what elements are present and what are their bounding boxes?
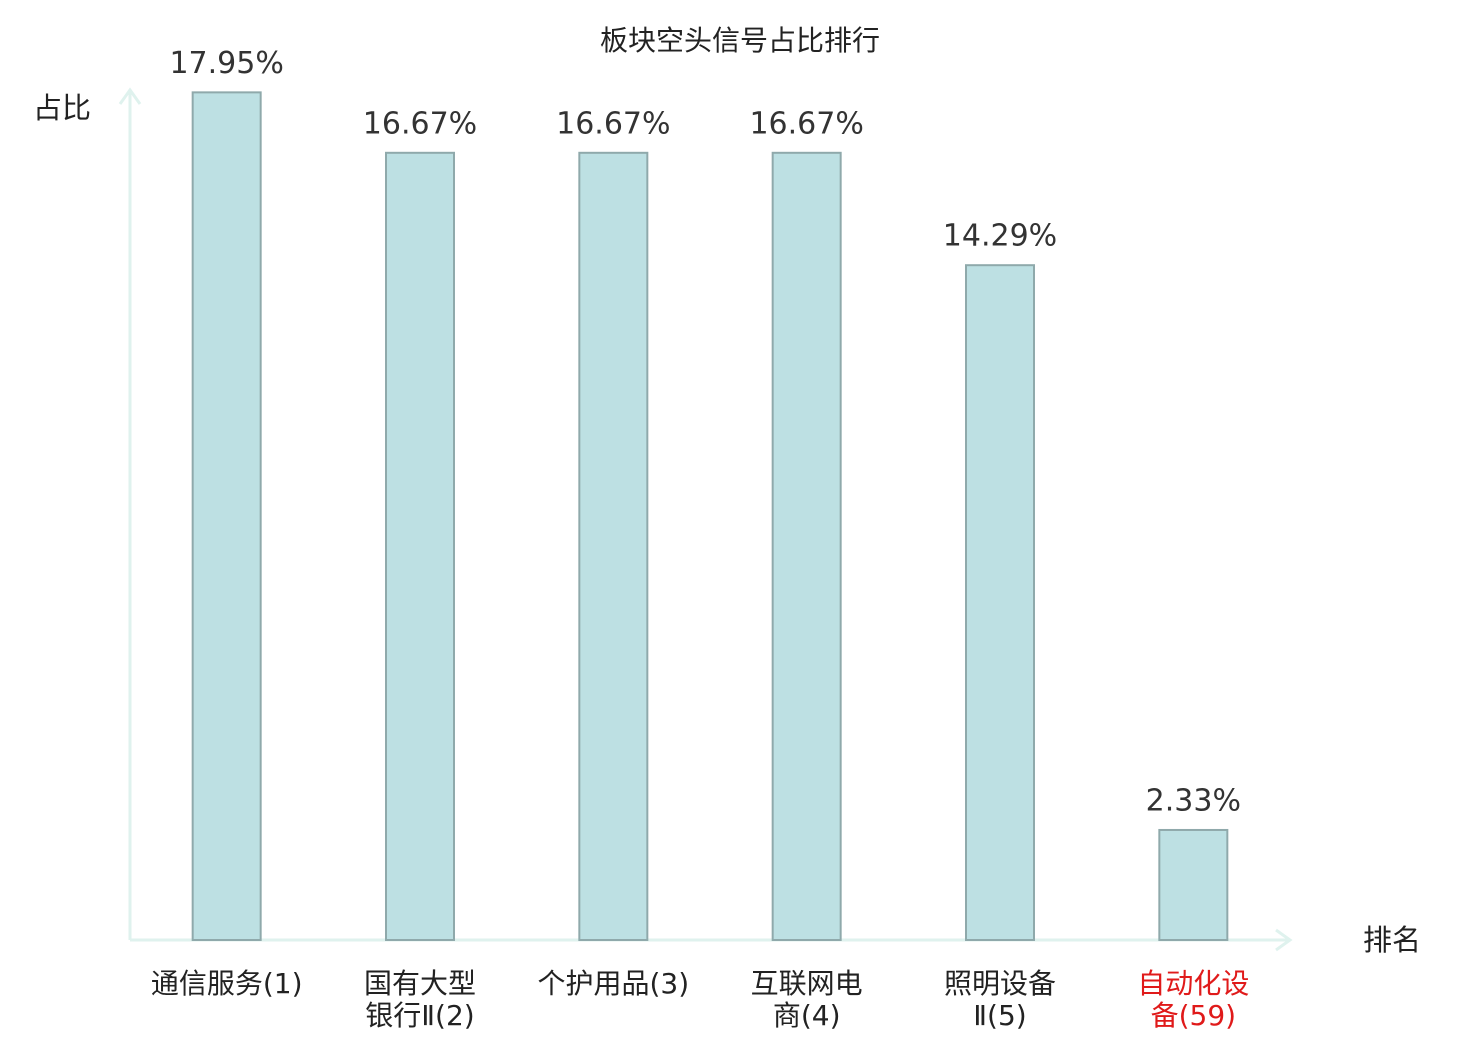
value-label: 16.67%: [556, 106, 670, 141]
bar: [965, 264, 1035, 941]
x-tick-label: 个护用品(3): [537, 967, 689, 1000]
value-label: 14.29%: [943, 219, 1057, 254]
value-label: 16.67%: [749, 106, 863, 141]
bar: [1158, 828, 1229, 942]
value-label: 16.67%: [363, 106, 477, 141]
bar: [191, 91, 262, 942]
bar: [771, 151, 842, 942]
x-tick-label: 互联网电商(4): [751, 967, 863, 1032]
value-label: 17.95%: [169, 46, 283, 81]
bar: [385, 151, 455, 942]
y-axis-label: 占比: [33, 91, 91, 125]
x-tick-label: 通信服务(1): [151, 967, 303, 1000]
chart-title: 板块空头信号占比排行: [600, 24, 880, 57]
y-axis-arrow: [118, 87, 142, 105]
x-axis-arrow: [1275, 928, 1293, 952]
x-axis-label: 排名: [1363, 923, 1421, 957]
x-tick-label: 自动化设备(59): [1137, 967, 1249, 1032]
x-tick-label: 国有大型银行Ⅱ(2): [364, 967, 476, 1032]
value-label: 2.33%: [1146, 783, 1241, 818]
x-tick-label: 照明设备 Ⅱ(5): [944, 967, 1056, 1032]
bar: [578, 151, 649, 942]
